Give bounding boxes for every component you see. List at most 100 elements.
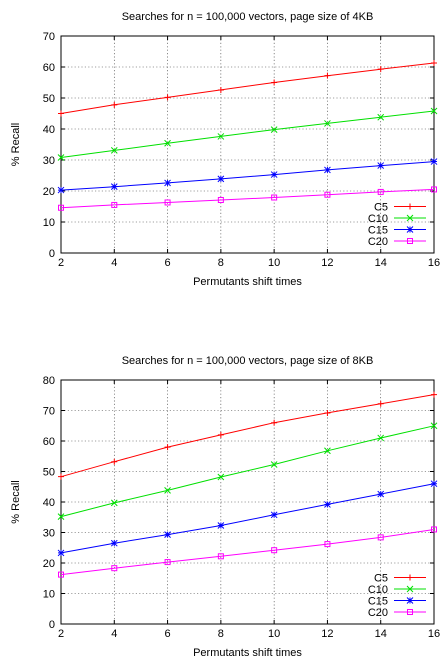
x-tick-label: 8 (218, 257, 224, 269)
data-point (377, 490, 385, 498)
x-tick-label: 16 (428, 628, 440, 640)
series-c10 (57, 422, 438, 520)
chart-title: Searches for n = 100,000 vectors, page s… (122, 11, 374, 23)
y-tick-label: 40 (43, 124, 55, 136)
x-tick-label: 4 (111, 628, 117, 640)
y-tick-label: 60 (43, 62, 55, 74)
data-point (58, 204, 64, 211)
data-point (324, 72, 331, 79)
series-c20 (58, 186, 437, 211)
y-tick-label: 50 (43, 467, 55, 479)
data-point (377, 434, 385, 442)
y-tick-label: 20 (43, 186, 55, 198)
data-point (217, 431, 224, 438)
x-tick-label: 10 (268, 628, 280, 640)
data-point (324, 191, 331, 198)
series-c5 (58, 59, 437, 117)
legend-marker (407, 609, 413, 615)
data-point (431, 526, 437, 533)
y-tick-label: 70 (43, 31, 55, 43)
series-c15 (57, 480, 438, 557)
data-point (164, 487, 171, 494)
data-point (324, 120, 331, 127)
series-line (60, 110, 435, 158)
data-point (57, 186, 65, 194)
data-point (430, 422, 438, 430)
legend-label: C15 (368, 596, 388, 608)
data-point (270, 511, 278, 519)
data-point (57, 154, 65, 161)
data-point (110, 147, 118, 154)
data-point (164, 444, 171, 451)
data-point (164, 139, 171, 147)
x-tick-label: 12 (321, 628, 333, 640)
y-axis-label: % Recall (10, 480, 22, 523)
plot-frame (60, 379, 435, 625)
x-tick-label: 4 (111, 257, 117, 269)
data-point (324, 541, 331, 548)
data-point (164, 94, 171, 101)
legend-label: C5 (374, 202, 388, 214)
y-tick-label: 10 (43, 217, 55, 229)
series-line (60, 62, 435, 114)
chart-2: Searches for n = 100,000 vectors, page s… (10, 355, 440, 659)
y-tick-label: 10 (43, 589, 55, 601)
plot-frame (60, 35, 435, 254)
series-c15 (57, 158, 438, 194)
data-point (377, 534, 384, 541)
chart-title: Searches for n = 100,000 vectors, page s… (122, 355, 374, 367)
data-point (430, 158, 438, 165)
y-axis-label: % Recall (10, 123, 22, 166)
data-point (217, 522, 225, 529)
y-tick-label: 30 (43, 155, 55, 167)
series-line (60, 161, 435, 191)
series-line (60, 394, 435, 478)
data-point (270, 461, 278, 468)
data-point (324, 409, 331, 416)
legend-label: C10 (368, 213, 388, 225)
data-point (217, 86, 224, 93)
series-line (60, 483, 435, 554)
series-line (60, 529, 435, 576)
x-tick-label: 2 (58, 257, 64, 269)
x-axis-label: Permutants shift times (193, 647, 302, 659)
data-point (431, 391, 437, 398)
legend-marker (407, 203, 413, 210)
legend-label: C20 (368, 236, 388, 248)
data-point (324, 166, 331, 174)
x-tick-label: 10 (268, 257, 280, 269)
data-point (217, 553, 224, 560)
data-point (324, 447, 331, 455)
data-point (110, 499, 118, 507)
data-point (430, 480, 438, 488)
data-point (111, 565, 118, 572)
series-c10 (57, 107, 438, 161)
legend-label: C10 (368, 584, 388, 596)
data-point (111, 101, 118, 108)
series-c5 (58, 391, 437, 480)
data-point (164, 531, 171, 538)
x-axis-label: Permutants shift times (193, 276, 302, 288)
y-tick-label: 0 (49, 619, 55, 631)
y-tick-label: 30 (43, 528, 55, 540)
data-point (430, 107, 438, 115)
y-tick-label: 0 (49, 248, 55, 260)
data-point (377, 188, 384, 195)
y-tick-label: 40 (43, 497, 55, 509)
legend-marker (406, 214, 414, 222)
data-point (271, 419, 278, 426)
data-point (377, 66, 384, 73)
data-point (217, 473, 225, 481)
y-tick-label: 60 (43, 436, 55, 448)
data-point (271, 194, 278, 201)
legend-marker (406, 226, 414, 233)
series-line (60, 188, 435, 209)
x-tick-label: 6 (165, 628, 171, 640)
data-point (431, 59, 437, 66)
data-point (270, 126, 278, 133)
legend-marker (406, 597, 414, 604)
x-tick-label: 14 (375, 628, 387, 640)
data-point (217, 196, 224, 203)
